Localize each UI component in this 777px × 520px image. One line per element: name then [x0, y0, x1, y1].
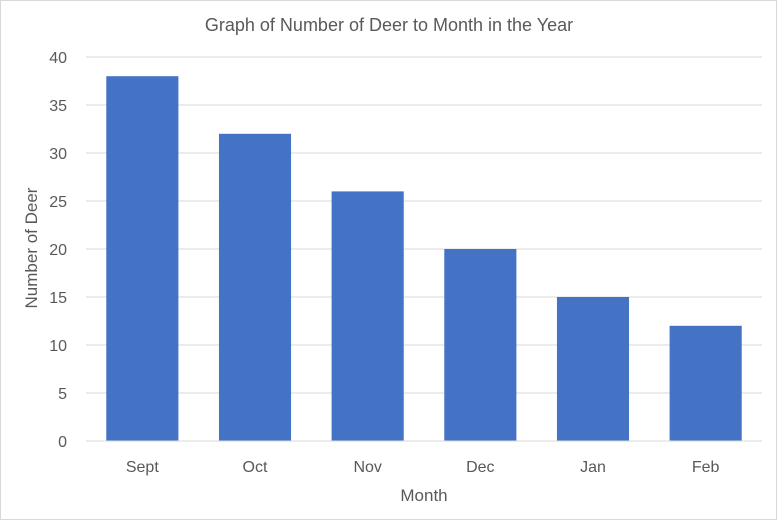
gridlines: [86, 56, 762, 394]
x-tick-label: Oct: [243, 459, 268, 476]
bar-jan: [556, 297, 630, 441]
x-axis-label: Month: [400, 486, 447, 505]
bar-feb: [669, 325, 742, 441]
x-tick-label: Sept: [126, 459, 159, 476]
x-tick-label: Nov: [353, 459, 381, 476]
y-tick-label: 20: [49, 242, 67, 259]
y-axis-ticks: 0 5 10 15 20 25 30 35 40: [49, 50, 67, 451]
y-axis-label: Number of Deer: [22, 187, 41, 308]
x-tick-label: Jan: [580, 459, 606, 476]
bar-nov: [331, 191, 404, 441]
bar-dec: [444, 249, 517, 441]
bars: [106, 76, 742, 442]
bar-oct: [218, 133, 292, 442]
y-tick-label: 15: [49, 290, 67, 307]
x-axis-ticks: Sept Oct Nov Dec Jan Feb: [126, 459, 720, 476]
x-tick-label: Feb: [692, 459, 720, 476]
x-tick-label: Dec: [466, 459, 494, 476]
y-tick-label: 5: [58, 386, 67, 403]
y-tick-label: 0: [58, 434, 67, 451]
bar-sept: [106, 76, 179, 441]
y-tick-label: 30: [49, 146, 67, 163]
y-tick-label: 25: [49, 194, 67, 211]
chart-title: Graph of Number of Deer to Month in the …: [205, 15, 573, 35]
y-tick-label: 35: [49, 98, 67, 115]
y-tick-label: 40: [49, 50, 67, 67]
y-tick-label: 10: [49, 338, 67, 355]
